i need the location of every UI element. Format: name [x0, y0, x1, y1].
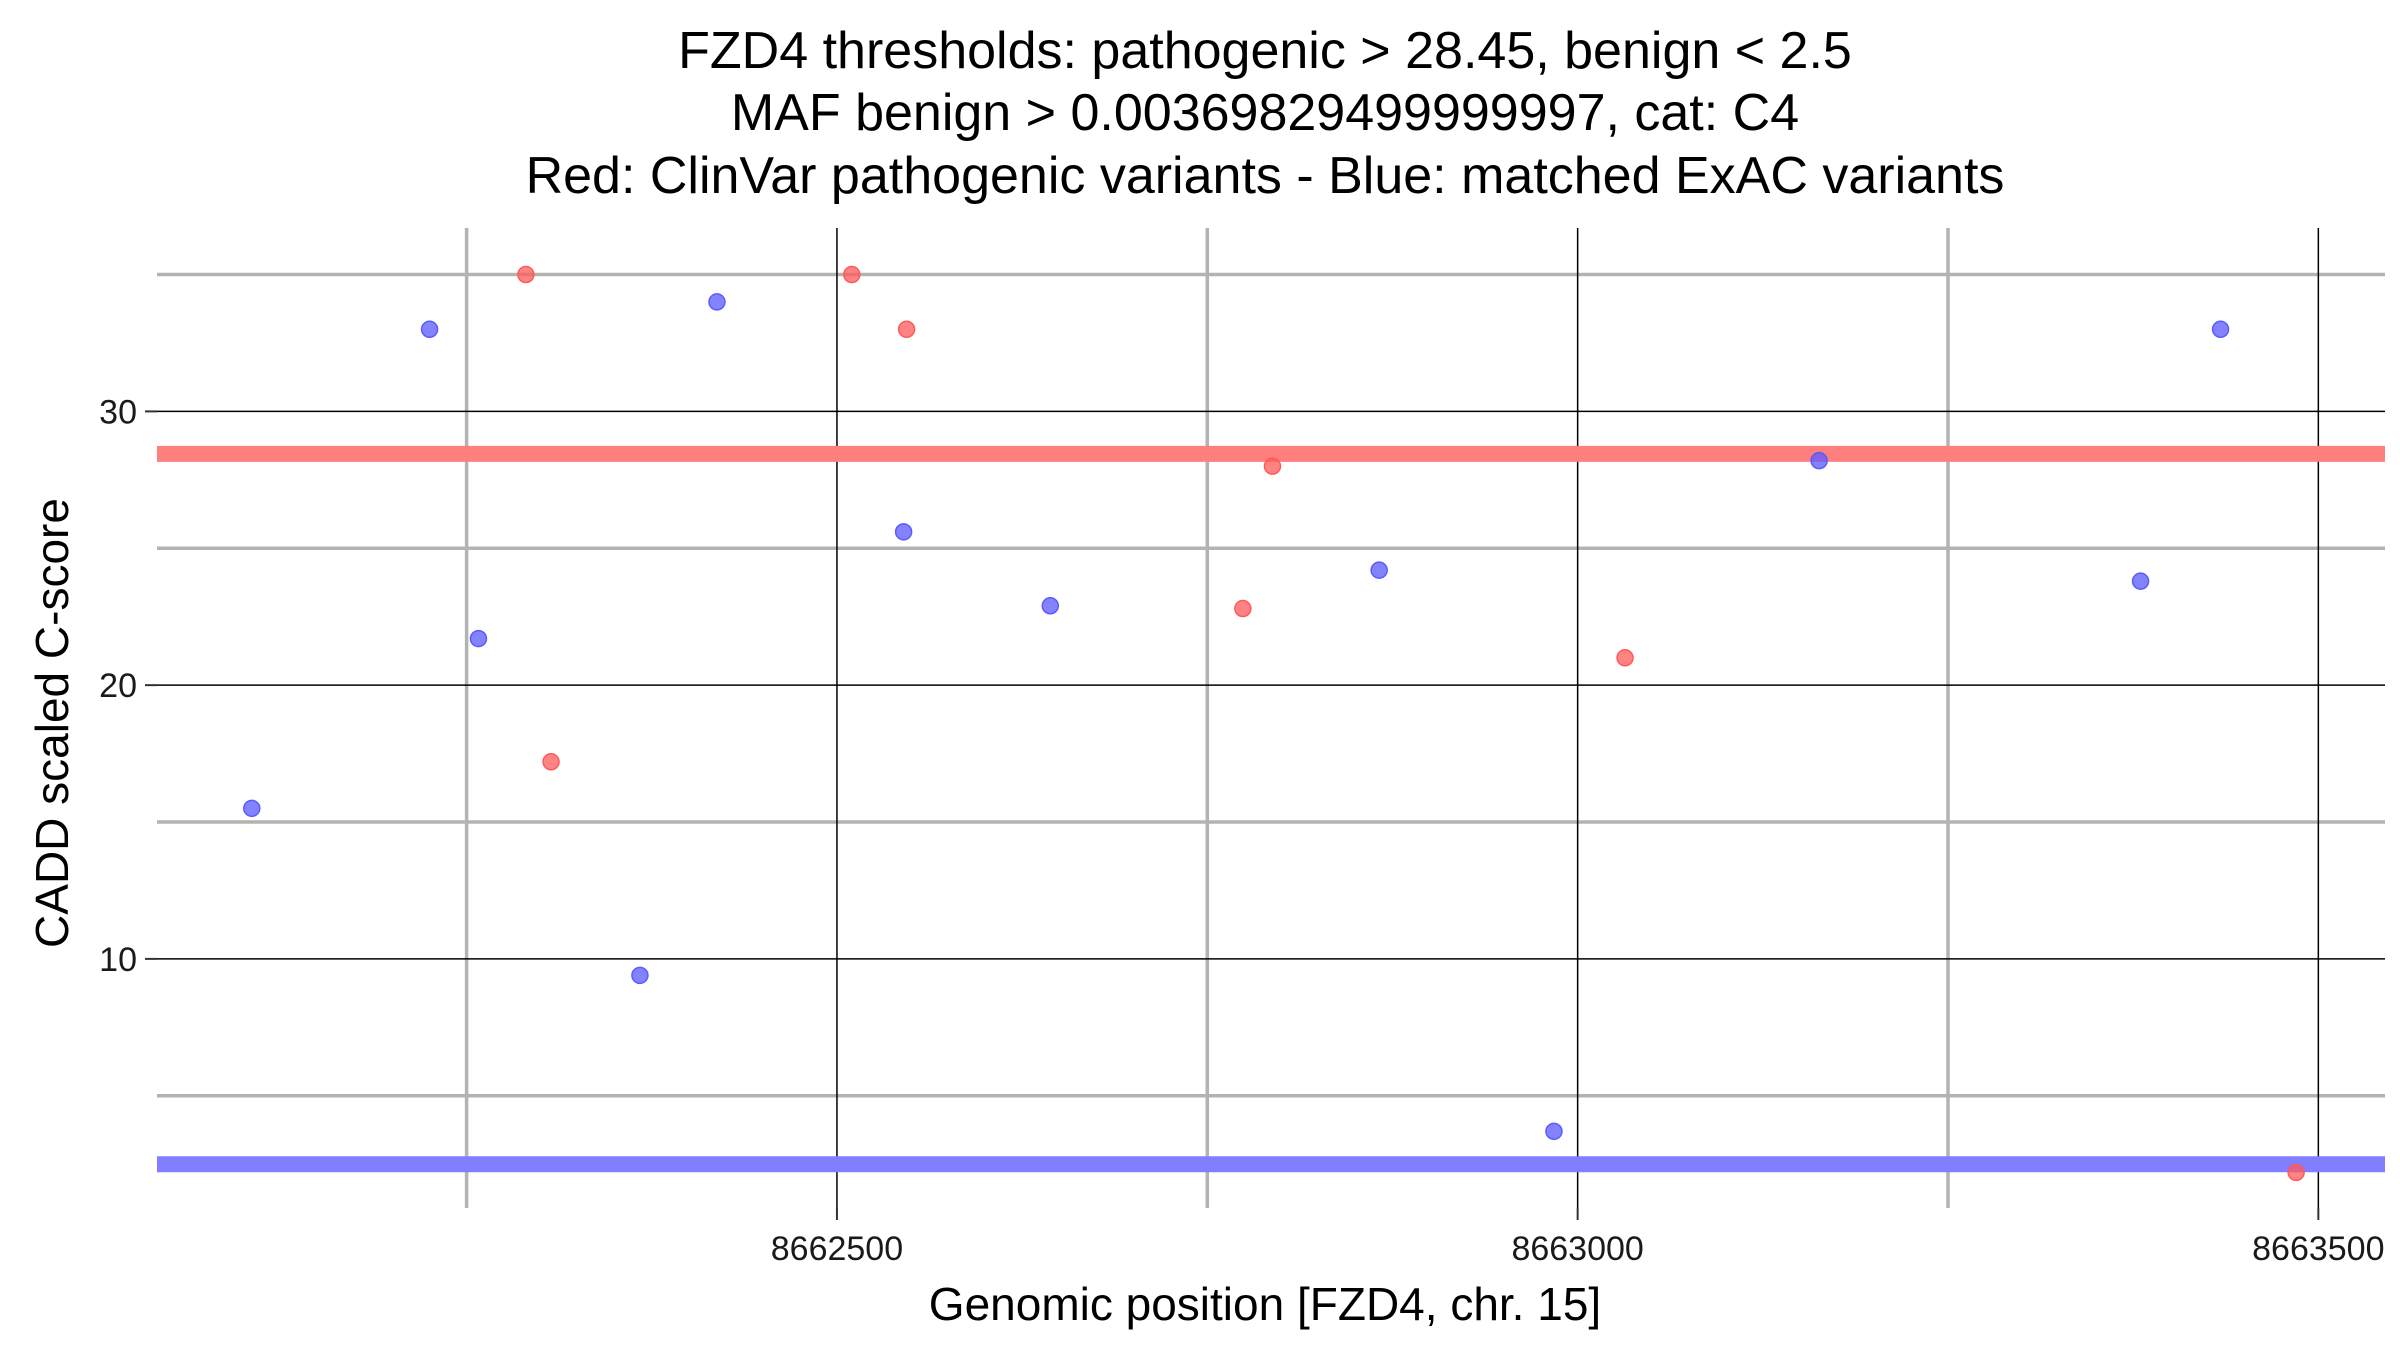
clinvar-point: [843, 265, 861, 284]
minor-gridlines: [157, 228, 2385, 1208]
y-tick-label: 30: [99, 393, 137, 431]
clinvar-point: [897, 320, 916, 339]
clinvar-point: [1616, 649, 1634, 667]
clinvar-point: [1234, 599, 1252, 618]
exac-point: [1370, 561, 1388, 579]
x-tick-label: 8663500: [2252, 1230, 2384, 1268]
exac-point: [708, 293, 726, 311]
major-gridlines: [157, 228, 2385, 1208]
threshold-lines: [157, 445, 2385, 1173]
exac-point: [631, 966, 649, 985]
clinvar-point: [542, 753, 560, 771]
axis-ticks: 10 20 30 8662500 8663000 8663500: [99, 393, 2384, 1268]
clinvar-point: [2287, 1163, 2305, 1182]
clinvar-point: [1263, 457, 1282, 475]
y-tick-label: 10: [99, 941, 137, 979]
data-points: [243, 265, 2305, 1182]
title-line-1: FZD4 thresholds: pathogenic > 28.45, ben…: [678, 22, 1852, 80]
exac-point: [243, 799, 261, 818]
exac-point: [894, 523, 913, 541]
x-tick-label: 8662500: [771, 1230, 903, 1268]
y-tick-label: 20: [99, 667, 137, 705]
exac-point: [420, 320, 439, 339]
exac-point: [2131, 572, 2150, 590]
chart-title: FZD4 thresholds: pathogenic > 28.45, ben…: [526, 22, 2005, 205]
exac-point: [469, 629, 488, 648]
exac-point: [1545, 1122, 1563, 1141]
x-axis-label: Genomic position [FZD4, chr. 15]: [929, 1278, 1601, 1330]
clinvar-point: [517, 265, 535, 284]
exac-point: [1810, 451, 1828, 470]
x-tick-label: 8663000: [1511, 1230, 1643, 1268]
y-axis-label: CADD scaled C-score: [26, 498, 78, 948]
exac-point: [1041, 597, 1060, 615]
exac-point: [2211, 320, 2230, 339]
title-line-3: Red: ClinVar pathogenic variants - Blue:…: [526, 147, 2005, 205]
title-line-2: MAF benign > 0.00369829499999997, cat: C…: [731, 84, 1799, 142]
